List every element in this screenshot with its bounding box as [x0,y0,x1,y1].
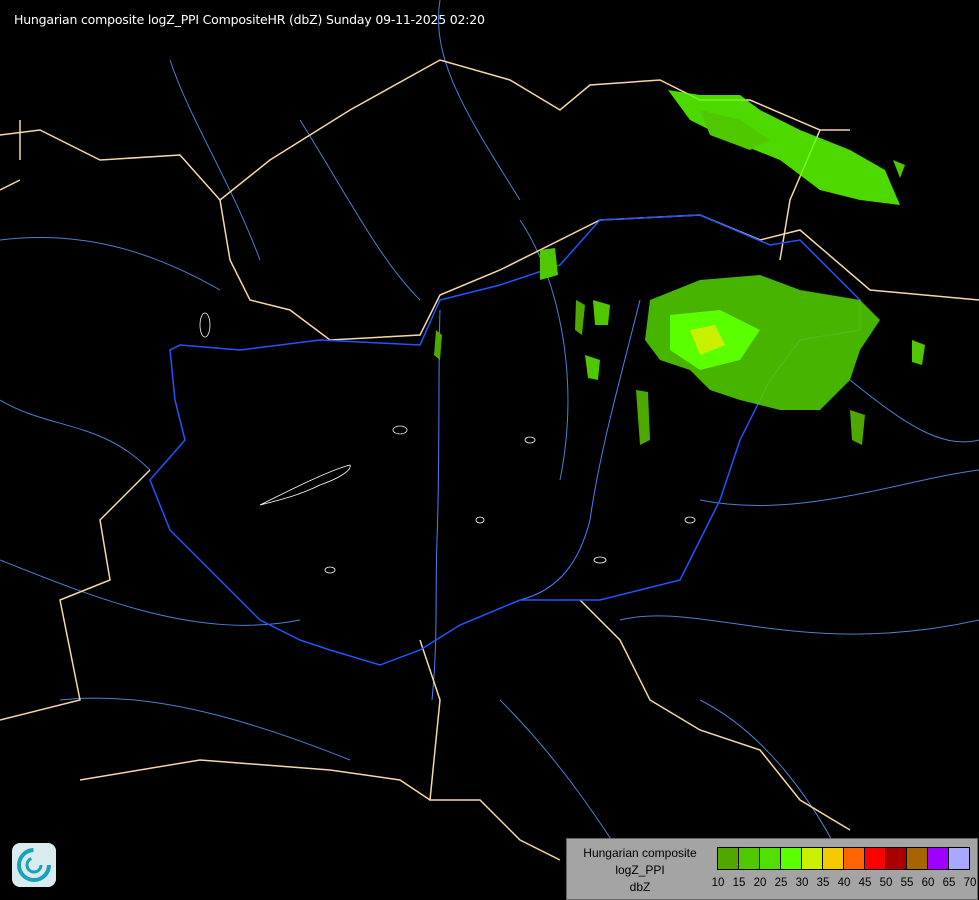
legend-swatch [844,848,865,869]
legend-tick-label: 55 [900,877,914,889]
legend-swatch [949,848,969,869]
legend-tick-label: 60 [921,877,935,889]
legend-swatch [760,848,781,869]
country-borders [0,59,979,861]
lakes [199,312,696,574]
legend-tick-label: 45 [858,877,872,889]
legend-swatch [886,848,907,869]
legend-swatch [865,848,886,869]
legend-swatch [928,848,949,869]
legend-swatch [802,848,823,869]
legend-tick-label: 15 [732,877,746,889]
map-title: Hungarian composite logZ_PPI CompositeHR… [14,12,485,27]
legend-tick-label: 10 [711,877,725,889]
legend-swatch [823,848,844,869]
color-legend: Hungarian composite logZ_PPI dbZ 10 15 20 2… [566,838,978,900]
legend-color-bar [717,847,970,870]
legend-swatch [781,848,802,869]
legend-swatch [718,848,739,869]
legend-tick-label: 20 [753,877,767,889]
legend-product: logZ_PPI [615,863,665,877]
radar-service-logo [12,843,56,887]
legend-tick-label: 35 [816,877,830,889]
legend-tick-label: 70 [963,877,977,889]
legend-tick-label: 40 [837,877,851,889]
legend-swatch [739,848,760,869]
legend-tick-label: 65 [942,877,956,889]
hungary-border [149,214,861,666]
legend-tick-label: 50 [879,877,893,889]
swirl-logo-icon [17,848,51,882]
legend-tick-label: 25 [774,877,788,889]
radar-echoes [434,90,925,445]
legend-swatch [907,848,928,869]
legend-tick-label: 30 [795,877,809,889]
legend-title: Hungarian composite [583,846,697,860]
legend-unit: dbZ [629,880,651,894]
